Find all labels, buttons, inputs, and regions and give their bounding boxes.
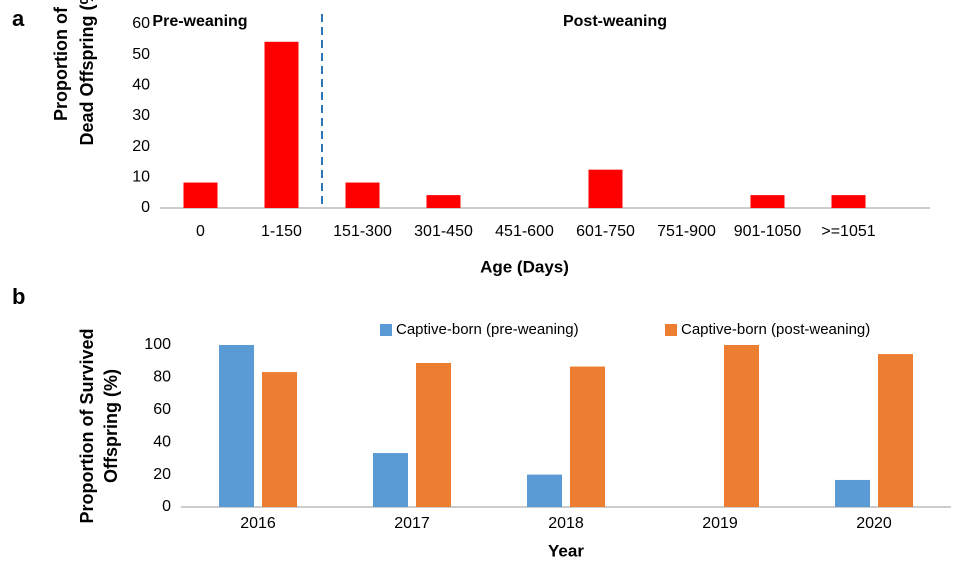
annotation: Post-weaning: [563, 13, 667, 30]
bar: [416, 362, 451, 507]
bar: [527, 474, 562, 507]
panel-label: b: [12, 284, 25, 309]
y-tick-label: 80: [153, 369, 171, 386]
x-axis-title: Year: [548, 541, 584, 560]
bar: [831, 195, 866, 208]
legend-label: Captive-born (post-weaning): [681, 321, 870, 338]
y-tick-label: 60: [132, 15, 150, 32]
x-tick-label: 2016: [240, 515, 276, 532]
bar: [835, 479, 870, 507]
y-tick-label: 100: [144, 336, 171, 353]
bar: [570, 366, 605, 507]
x-tick-label: 301-450: [414, 223, 473, 240]
y-tick-label: 20: [132, 138, 150, 155]
x-tick-label: 0: [196, 223, 205, 240]
y-tick-label: 0: [162, 498, 171, 515]
bar: [262, 372, 297, 507]
y-tick-label: 0: [141, 199, 150, 216]
bar: [373, 453, 408, 507]
bar: [426, 195, 461, 208]
bar: [724, 345, 759, 507]
y-tick-label: 30: [132, 107, 150, 124]
y-tick-label: 10: [132, 169, 150, 186]
x-tick-label: 2017: [394, 515, 430, 532]
x-tick-label: 451-600: [495, 223, 554, 240]
x-tick-label: 1-150: [261, 223, 302, 240]
legend-swatch: [665, 324, 677, 336]
x-tick-label: >=1051: [821, 223, 875, 240]
x-tick-label: 751-900: [657, 223, 716, 240]
x-tick-label: 2018: [548, 515, 584, 532]
bar: [345, 182, 380, 208]
x-axis-title: Age (Days): [480, 257, 569, 276]
y-axis-title: Dead Offspring (%): [77, 0, 97, 146]
x-tick-label: 151-300: [333, 223, 392, 240]
x-tick-label: 2020: [856, 515, 892, 532]
bar: [183, 182, 218, 208]
x-tick-label: 901-1050: [734, 223, 802, 240]
y-tick-label: 60: [153, 401, 171, 418]
y-axis-title: Proportion of Survived: [77, 328, 97, 523]
bar: [750, 195, 785, 208]
bar: [878, 354, 913, 507]
annotation: Pre-weaning: [152, 13, 247, 30]
y-tick-label: 40: [132, 77, 150, 94]
bar: [588, 169, 623, 208]
y-tick-label: 20: [153, 466, 171, 483]
bar: [264, 41, 299, 208]
y-axis-title: Proportion of: [51, 6, 71, 121]
x-tick-label: 2019: [702, 515, 738, 532]
bar: [219, 345, 254, 507]
legend-swatch: [380, 324, 392, 336]
x-tick-label: 601-750: [576, 223, 635, 240]
legend-label: Captive-born (pre-weaning): [396, 321, 579, 338]
panel-label: a: [12, 6, 25, 31]
y-tick-label: 40: [153, 433, 171, 450]
y-tick-label: 50: [132, 46, 150, 63]
y-axis-title: Offspring (%): [101, 369, 121, 483]
